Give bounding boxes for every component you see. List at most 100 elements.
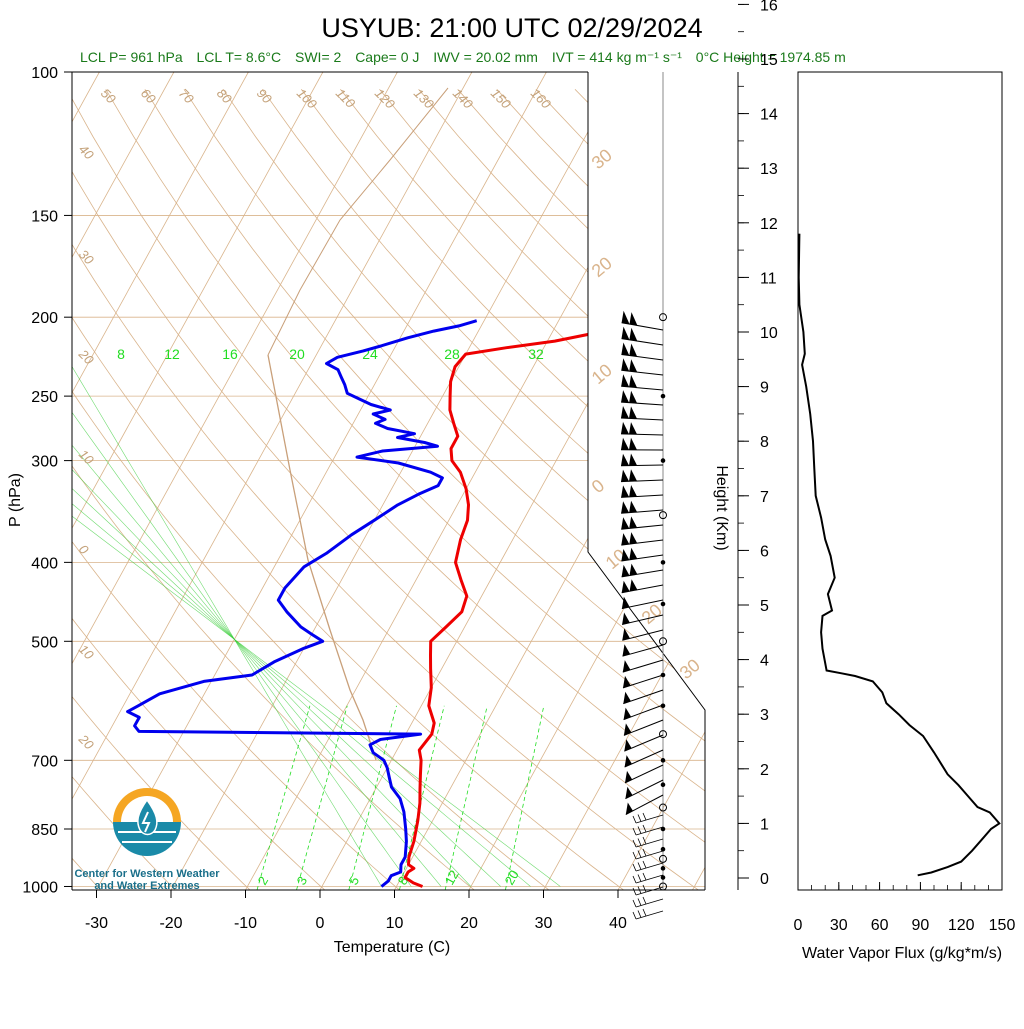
isotherm-line	[618, 72, 1024, 890]
wind-barb-flag	[622, 311, 630, 324]
wind-level-marker	[661, 394, 665, 398]
wind-barb-flag	[629, 406, 637, 418]
wind-barb-flag	[629, 344, 637, 357]
mixing-ratio-label: 2	[255, 874, 272, 888]
mixing-ratio-label: 8	[117, 346, 125, 362]
wind-barb-feather	[643, 873, 646, 880]
dry-adiabat-line	[340, 89, 1024, 903]
wind-barb-feather	[633, 816, 636, 823]
mixing-ratio-line	[505, 706, 543, 890]
flux-tick-label: 120	[948, 917, 975, 934]
mixing-ratio-label: 20	[289, 346, 305, 362]
wind-barb-feather	[638, 827, 641, 834]
height-tick-label: 4	[760, 653, 769, 670]
dry-adiabat-label: 40	[76, 142, 97, 163]
cape-value: Cape= 0 J	[355, 49, 419, 65]
wind-barb-staff	[625, 780, 663, 799]
dry-adiabat-line	[0, 89, 718, 903]
lcl-temperature: LCL T= 8.6°C	[197, 49, 282, 65]
height-tick-label: 5	[760, 598, 769, 615]
wind-barb-flag	[629, 422, 637, 434]
height-tick-label: 12	[760, 216, 778, 233]
flux-tick-label: 60	[871, 917, 889, 934]
dry-adiabat-label: 20	[75, 731, 97, 753]
isotherm-line	[0, 72, 397, 890]
wind-barb-flag	[621, 390, 629, 403]
pressure-tick-label: 250	[31, 389, 58, 406]
wind-barb-feather	[633, 888, 636, 895]
wind-barb-staff	[621, 386, 663, 390]
pressure-tick-label: 700	[31, 753, 58, 770]
wind-barb-feather	[643, 849, 646, 856]
dry-adiabat-label: 100	[294, 86, 320, 112]
wind-barb-flag	[629, 548, 637, 560]
temperature-tick-label: -30	[85, 915, 108, 932]
dry-adiabat-label: 130	[411, 86, 437, 112]
wind-level-marker	[661, 602, 665, 606]
wind-barb-flag	[621, 517, 629, 529]
moist-adiabat-line	[28, 351, 411, 887]
wind-barb-flag	[629, 501, 637, 513]
height-tick-label: 13	[760, 161, 778, 178]
wind-level-marker	[661, 561, 665, 565]
mixing-ratio-label: 20	[502, 867, 522, 887]
wind-barb-feather	[638, 815, 641, 822]
wind-barb-flag	[630, 312, 638, 325]
isotherm-label: 30	[588, 145, 616, 173]
height-tick-label: 8	[760, 434, 769, 451]
dry-adiabat-line	[458, 89, 1024, 903]
wind-barb-flag	[622, 581, 630, 593]
dry-adiabat-label: 50	[98, 86, 119, 107]
dry-adiabat-line	[28, 89, 794, 903]
wind-barb-flag	[621, 438, 629, 450]
dry-adiabat-line	[184, 89, 1024, 903]
wind-barb-flag	[621, 533, 629, 545]
wind-barb-feather	[643, 825, 646, 832]
parcel-upper-line	[268, 88, 448, 355]
dry-adiabat-label: 30	[76, 247, 97, 268]
temperature-tick-label: 0	[316, 915, 325, 932]
isotherm-line	[171, 72, 621, 890]
height-tick-label: 11	[760, 270, 777, 287]
height-tick-label: 14	[760, 107, 778, 124]
isotherm-label: 30	[676, 655, 704, 683]
mixing-ratio-label: 32	[528, 346, 544, 362]
wind-level-marker	[661, 783, 665, 787]
flux-tick-label: 90	[912, 917, 930, 934]
height-tick-label: 0	[760, 871, 769, 888]
isotherm-line	[0, 72, 174, 890]
dry-adiabat-label: 10	[76, 447, 97, 468]
dry-adiabat-line	[536, 89, 1024, 903]
wind-barb-feather	[633, 864, 636, 871]
pressure-tick-label: 100	[31, 65, 58, 82]
wind-barb-feather	[638, 875, 641, 882]
temperature-tick-label: 10	[386, 915, 404, 932]
wind-barb-flag	[621, 454, 629, 466]
dry-adiabat-label: 140	[450, 86, 476, 112]
height-axis-label: Height (Km)	[713, 465, 730, 550]
pressure-tick-label: 400	[31, 555, 58, 572]
wind-barb-flag	[622, 565, 630, 577]
wind-barb-flag	[624, 708, 632, 720]
wind-barb-flag	[630, 579, 638, 591]
wind-barb-feather	[643, 813, 646, 820]
wind-level-marker	[661, 876, 665, 880]
dry-adiabat-label: 80	[214, 86, 235, 107]
pressure-tick-label: 1000	[22, 879, 58, 896]
wind-barb-flag	[622, 597, 630, 609]
temperature-tick-label: -20	[159, 915, 182, 932]
isotherm-line	[469, 72, 919, 890]
wind-barb-staff	[622, 339, 664, 345]
flux-tick-label: 150	[989, 917, 1016, 934]
dry-adiabat-line	[0, 89, 567, 903]
height-tick-label: 15	[760, 52, 778, 69]
wind-barb-flag	[629, 375, 637, 388]
wind-barb-feather	[638, 863, 641, 870]
wind-level-marker	[661, 847, 665, 851]
wind-barb-feather	[643, 909, 646, 916]
wind-barb-flag	[621, 374, 629, 387]
wind-barb-staff	[624, 705, 663, 720]
moist-adiabat-line	[0, 351, 441, 887]
